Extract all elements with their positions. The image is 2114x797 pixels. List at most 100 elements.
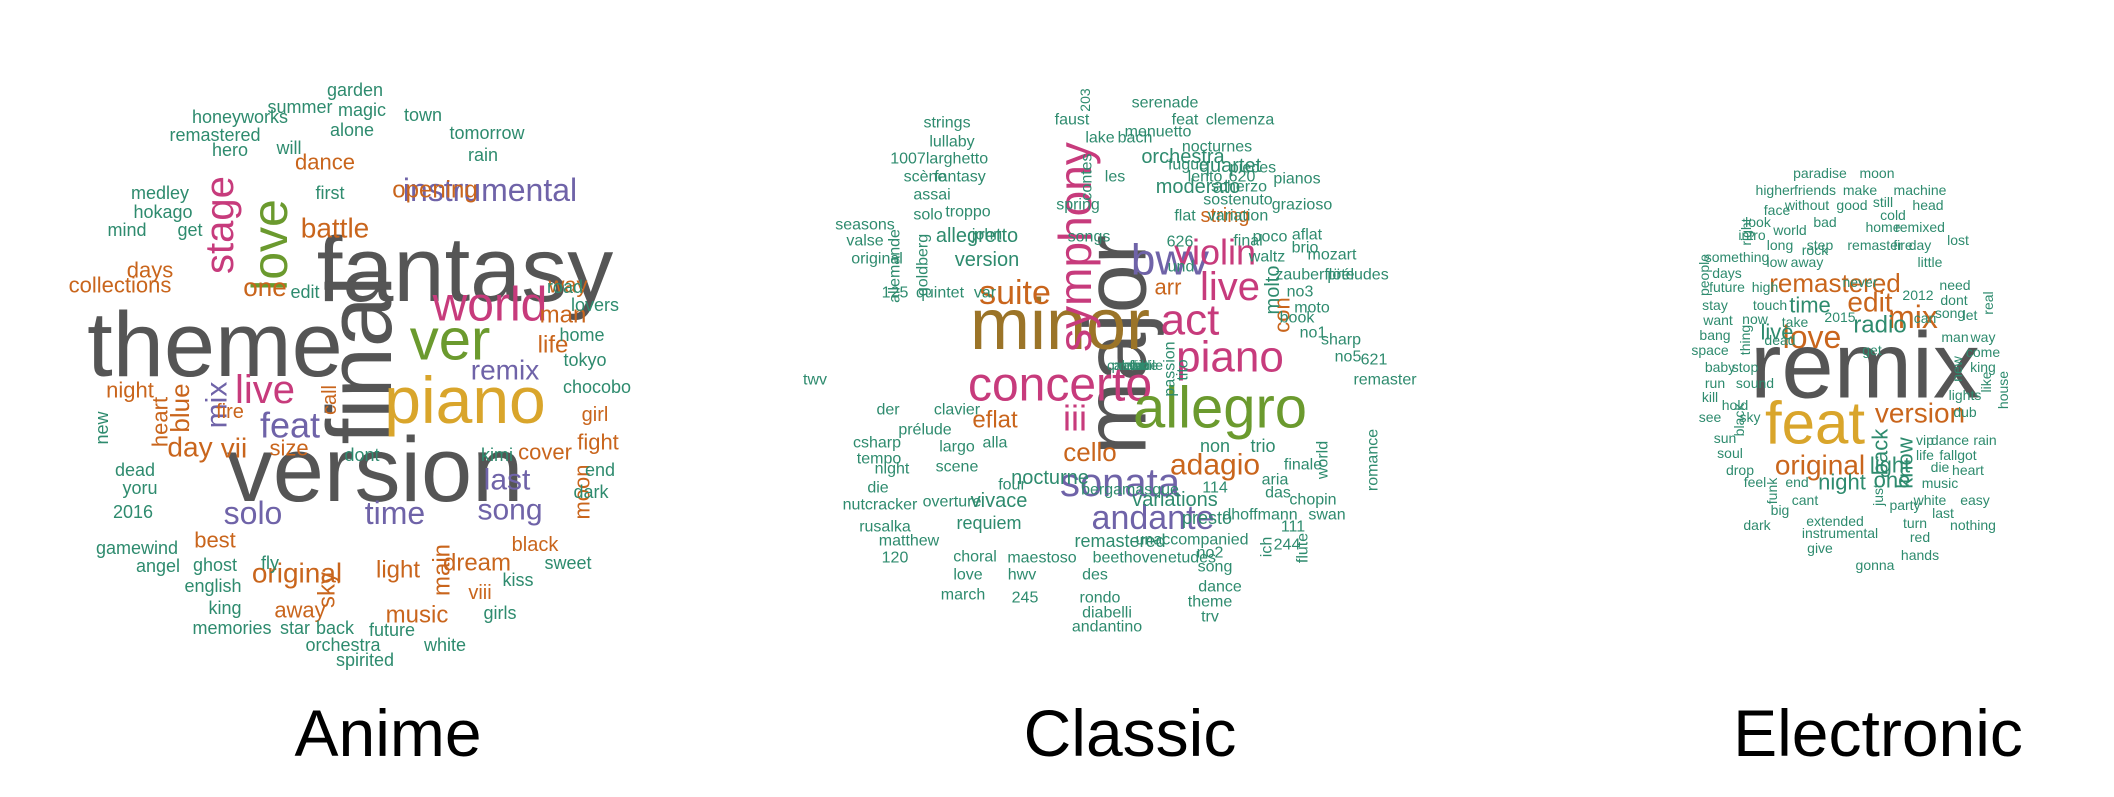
anime-word-fly: fly: [261, 553, 279, 573]
classic-word-des: des: [1082, 567, 1108, 584]
electronic-word-still: still: [1873, 194, 1893, 210]
electronic-word-kill: kill: [1702, 389, 1718, 405]
electronic-word-hands: hands: [1901, 547, 1939, 563]
classic-word-626: 626: [1167, 234, 1194, 251]
classic-word-romance: romance: [1365, 429, 1382, 491]
electronic-word-soul: soul: [1717, 445, 1743, 461]
anime-word-ver: ver: [410, 308, 491, 373]
anime-word-last: last: [484, 464, 531, 497]
electronic-word-paradise: paradise: [1793, 165, 1847, 181]
electronic-word-now: now: [1742, 311, 1769, 327]
anime-word-night: night: [106, 378, 154, 403]
classic-word-aflat: aflat: [1292, 227, 1323, 244]
electronic-word-let: let: [1963, 307, 1978, 323]
electronic-word-bang: bang: [1699, 327, 1730, 343]
classic-word-con: con: [1270, 297, 1295, 332]
anime-word-life: life: [538, 332, 569, 359]
electronic-word-dub: dub: [1953, 404, 1977, 420]
anime-word-english: english: [184, 576, 241, 596]
anime-word-2016: 2016: [113, 502, 153, 522]
anime-word-mind: mind: [107, 220, 146, 240]
electronic-word-day: day: [1909, 237, 1932, 253]
classic-word-alla: alla: [983, 435, 1008, 452]
classic-word-120: 120: [882, 550, 909, 567]
anime-word-song: song: [477, 494, 542, 527]
classic-word-waltz: waltz: [1248, 249, 1285, 266]
classic-word-non: non: [1200, 436, 1230, 456]
classic-word-piano: piano: [1176, 333, 1284, 382]
classic-word-bach: bach: [1118, 130, 1153, 147]
anime-word-road: road: [547, 277, 583, 297]
classic-word-245: 245: [1012, 590, 1039, 607]
classic-word-dhoffmann: dhoffmann: [1222, 507, 1297, 524]
classic-word-sostenuto: sostenuto: [1203, 192, 1272, 209]
classic-word-larghetto: larghetto: [926, 151, 988, 168]
anime-word-tokyo: tokyo: [563, 350, 606, 370]
classic-word-nutcracker: nutcracker: [843, 497, 918, 514]
electronic-word-something: something: [1705, 249, 1770, 265]
electronic-word-dont: dont: [1940, 292, 1967, 308]
electronic-word-people: people: [1696, 254, 1712, 296]
electronic-word-love: love: [1783, 319, 1842, 355]
anime-word-dream: dream: [443, 550, 511, 577]
classic-word-csharp: csharp: [853, 435, 901, 452]
classic-word-621: 621: [1361, 352, 1388, 369]
classic-word-allegretto: allegretto: [936, 225, 1018, 247]
electronic-word-heart: heart: [1952, 462, 1984, 478]
classic-word-dance: dance: [1198, 579, 1242, 596]
classic-word-overture: overture: [923, 494, 982, 511]
classic-word-fantasy: fantasy: [934, 169, 986, 186]
electronic-word-stay: stay: [1702, 297, 1728, 313]
anime-word-fire: fire: [216, 401, 244, 423]
electronic-word-remix: remix: [1750, 313, 1980, 418]
classic-word-cantabile: cantabile: [1107, 357, 1163, 373]
electronic-word-rain: rain: [1973, 432, 1996, 448]
electronic-word-right: right: [1738, 218, 1754, 245]
electronic-word-music: music: [1922, 475, 1959, 491]
classic-word-matthew: matthew: [879, 533, 940, 550]
electronic-word-see: see: [1699, 409, 1722, 425]
anime-word-chocobo: chocobo: [563, 377, 631, 397]
anime-word-blue: blue: [165, 383, 195, 432]
electronic-word-head: head: [1912, 197, 1943, 213]
anime-word-summer: summer: [267, 97, 332, 117]
classic-word-etudes: etudes: [1168, 550, 1216, 567]
classic-word-flat: flat: [1174, 208, 1196, 225]
electronic-word-like: like: [1978, 371, 1994, 392]
classic-word-contes: contes: [1079, 153, 1096, 200]
anime-word-way: way: [547, 273, 587, 298]
classic-word-john: john: [971, 227, 1002, 244]
anime-word-opening: opening: [392, 177, 477, 204]
anime-word-girl: girl: [582, 404, 609, 426]
classic-word-vivace: vivace: [971, 490, 1028, 512]
classic-word-rusalka: rusalka: [859, 519, 911, 536]
classic-word-solo: solo: [913, 207, 942, 224]
electronic-word-want: want: [1702, 312, 1733, 328]
electronic-word-black: black: [1731, 403, 1747, 437]
electronic-word-stop: stop: [1732, 359, 1759, 375]
classic-word-symphony: symphony: [1049, 142, 1101, 352]
electronic-word-know: know: [1893, 437, 1918, 488]
classic-word-nocturne: nocturne: [1011, 467, 1089, 489]
anime-word-world: world: [432, 279, 548, 332]
anime-word-dont: dont: [344, 445, 379, 465]
anime-word-edit: edit: [290, 282, 319, 302]
classic-word-final: final: [1233, 233, 1262, 250]
electronic-word-never: never: [1842, 274, 1877, 290]
electronic-word-house: house: [1995, 371, 2011, 409]
classic-word-assai: assai: [913, 187, 950, 204]
classic-word-grazioso: grazioso: [1272, 197, 1333, 214]
classic-word-major: major: [1066, 235, 1165, 455]
classic-word-no1: no1: [1300, 325, 1327, 342]
anime-word-white: white: [423, 635, 466, 655]
electronic-word-nothing: nothing: [1950, 517, 1996, 533]
anime-word-spirited: spirited: [336, 650, 394, 670]
classic-word-bflat: bflat: [1122, 357, 1149, 373]
classic-word-trio: trio: [1250, 436, 1275, 456]
anime-word-fantasy: fantasy: [317, 219, 614, 321]
classic-word-quintet: quintet: [916, 285, 965, 302]
electronic-word-man: man: [1941, 329, 1968, 345]
classic-word-love: love: [953, 567, 982, 584]
classic-word-suite: suite: [979, 274, 1051, 312]
anime-word-star: star: [280, 618, 310, 638]
